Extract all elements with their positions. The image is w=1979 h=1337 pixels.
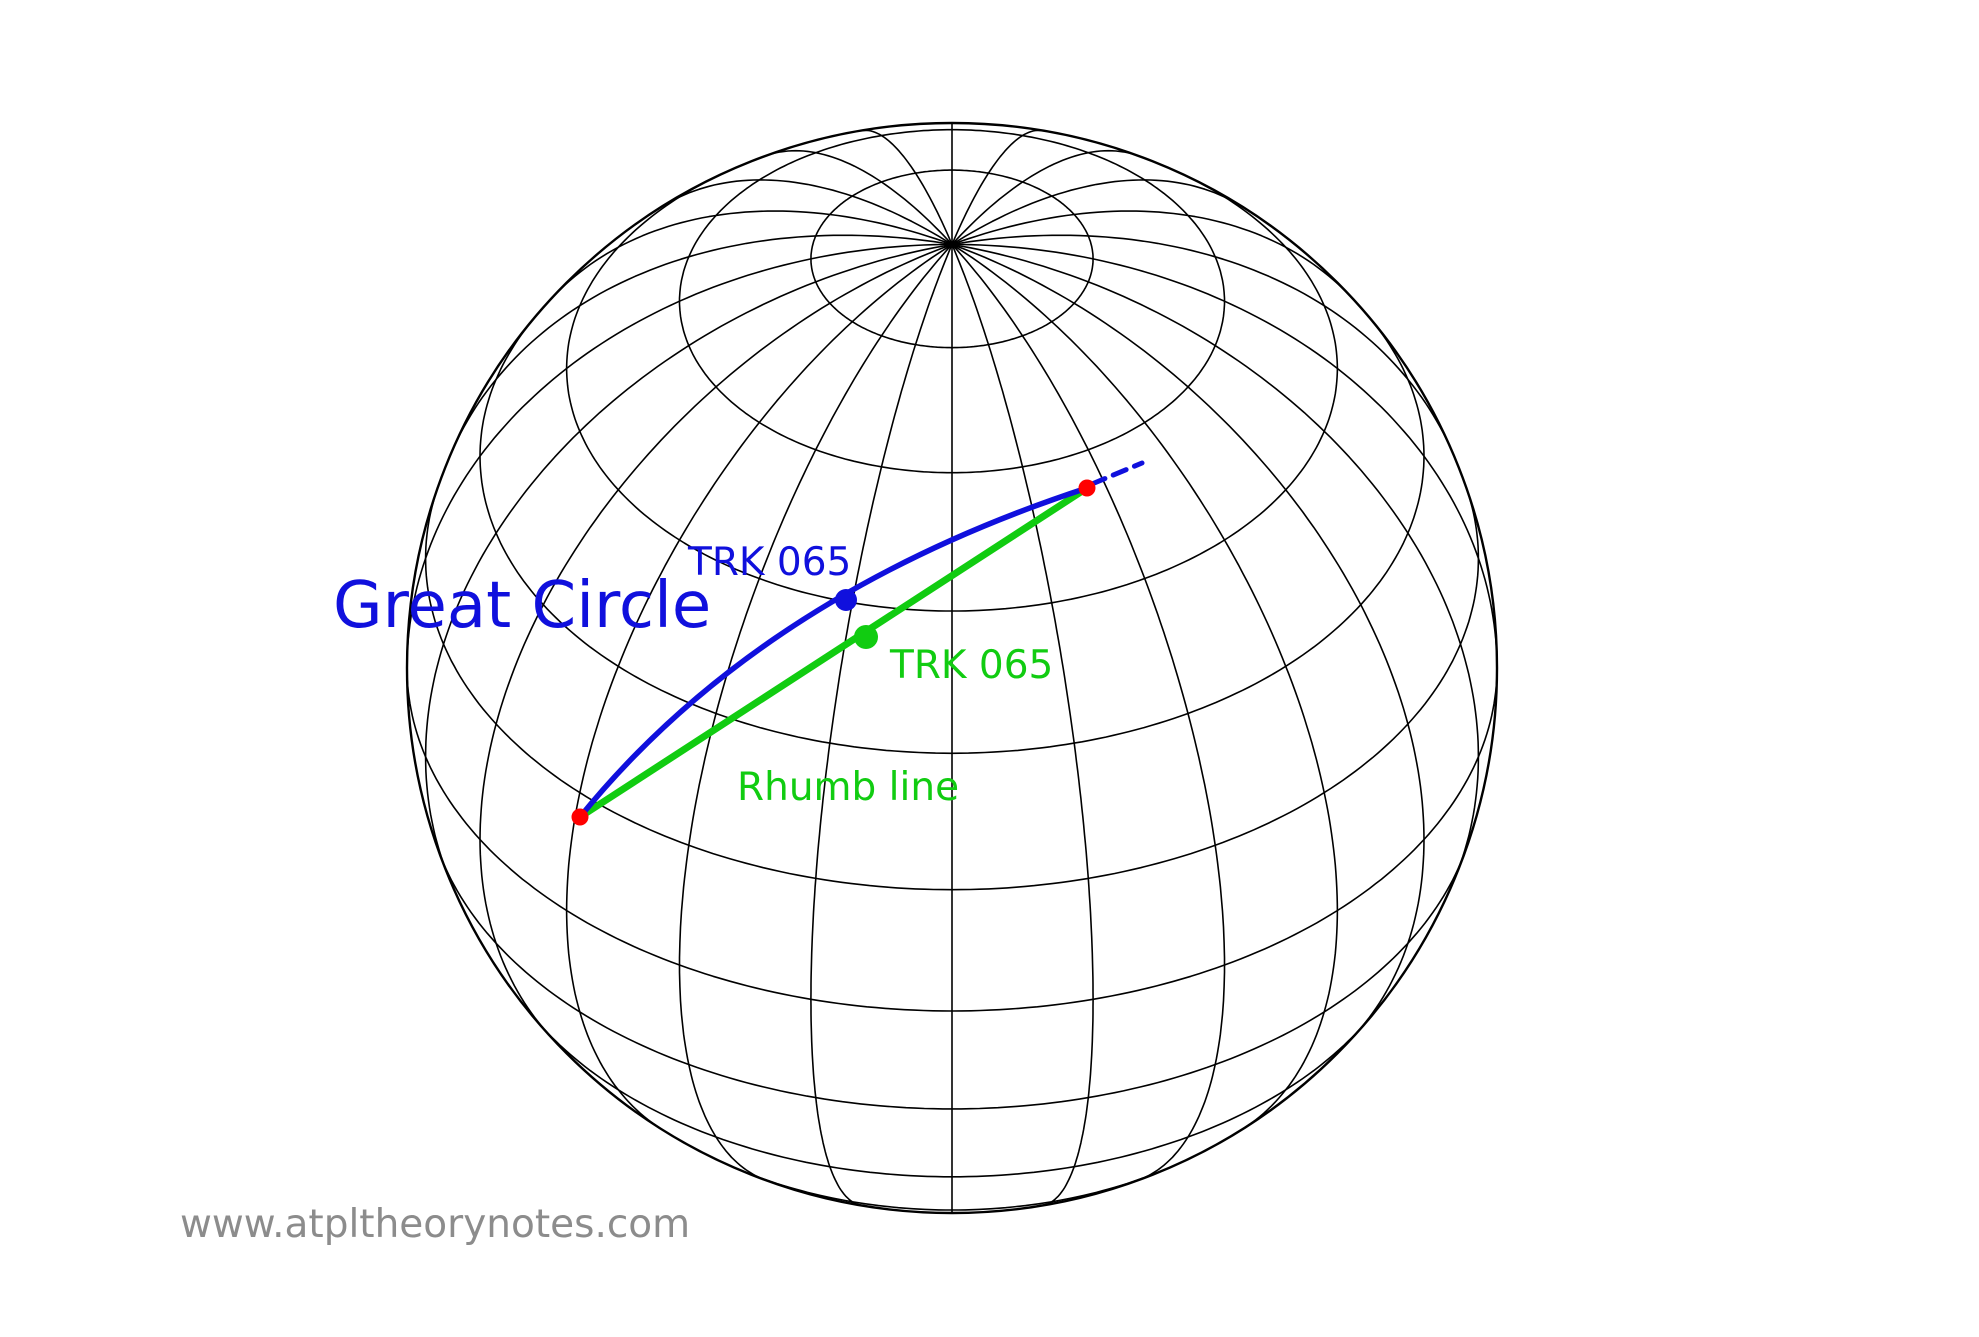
rhumb-line-track-label: TRK 065 (889, 643, 1053, 688)
destination-point (1079, 480, 1096, 497)
departure-point (572, 809, 589, 826)
great-circle-label: Great Circle (333, 569, 711, 643)
great-circle-track-label: TRK 065 (687, 540, 851, 585)
watermark: www.atpltheorynotes.com (180, 1202, 690, 1247)
great-circle-midpoint (835, 589, 857, 611)
rhumb-line-midpoint (854, 625, 878, 649)
rhumb-line-label: Rhumb line (737, 765, 959, 810)
